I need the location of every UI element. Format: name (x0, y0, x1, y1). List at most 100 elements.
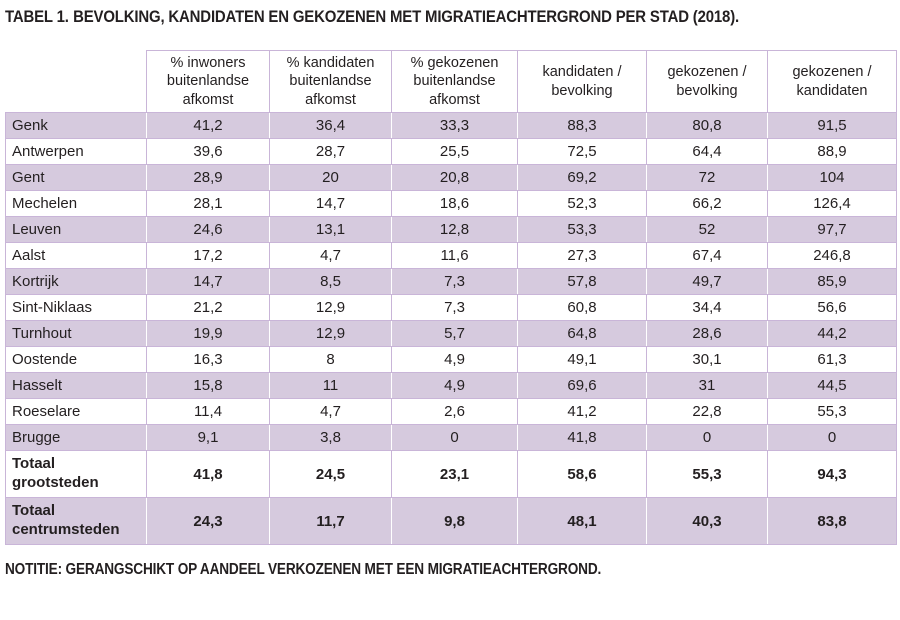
value-cell: 61,3 (767, 346, 897, 373)
value-cell: 2,6 (391, 398, 518, 425)
value-cell: 64,8 (517, 320, 647, 347)
table-row: Gent 28,9 20 20,8 69,2 72 104 (5, 164, 897, 191)
value-cell: 52 (646, 216, 768, 243)
table-row: Oostende 16,3 8 4,9 49,1 30,1 61,3 (5, 346, 897, 373)
value-cell: 104 (767, 164, 897, 191)
value-cell: 25,5 (391, 138, 518, 165)
document-page: TABEL 1. BEVOLKING, KANDIDATEN EN GEKOZEN… (5, 7, 897, 578)
total-row: Totaal grootsteden 41,8 24,5 23,1 58,6 55,3 94… (5, 450, 897, 498)
value-cell: 88,3 (517, 112, 647, 139)
value-cell: 20,8 (391, 164, 518, 191)
value-cell: 9,1 (146, 424, 270, 451)
value-cell: 11,4 (146, 398, 270, 425)
row-label: Antwerpen (5, 138, 147, 165)
value-cell: 72,5 (517, 138, 647, 165)
value-cell: 12,8 (391, 216, 518, 243)
table-row: Aalst 17,2 4,7 11,6 27,3 67,4 246,8 (5, 242, 897, 269)
row-label: Genk (5, 112, 147, 139)
value-cell: 24,3 (146, 497, 270, 545)
value-cell: 14,7 (146, 268, 270, 295)
value-cell: 44,2 (767, 320, 897, 347)
value-cell: 23,1 (391, 450, 518, 498)
row-label: Mechelen (5, 190, 147, 217)
value-cell: 14,7 (269, 190, 392, 217)
value-cell: 53,3 (517, 216, 647, 243)
value-cell: 17,2 (146, 242, 270, 269)
value-cell: 9,8 (391, 497, 518, 545)
value-cell: 40,3 (646, 497, 768, 545)
table-body: Genk 41,2 36,4 33,3 88,3 80,8 91,5 Antwerpen 39,… (5, 112, 897, 545)
value-cell: 8 (269, 346, 392, 373)
value-cell: 56,6 (767, 294, 897, 321)
value-cell: 27,3 (517, 242, 647, 269)
value-cell: 22,8 (646, 398, 768, 425)
value-cell: 60,8 (517, 294, 647, 321)
row-label: Sint-Niklaas (5, 294, 147, 321)
value-cell: 85,9 (767, 268, 897, 295)
value-cell: 21,2 (146, 294, 270, 321)
value-cell: 13,1 (269, 216, 392, 243)
value-cell: 7,3 (391, 294, 518, 321)
header-row: % inwoners buitenlandse afkomst % kandid… (5, 50, 897, 113)
value-cell: 58,6 (517, 450, 647, 498)
row-label: Brugge (5, 424, 147, 451)
value-cell: 12,9 (269, 294, 392, 321)
value-cell: 34,4 (646, 294, 768, 321)
value-cell: 69,2 (517, 164, 647, 191)
value-cell: 15,8 (146, 372, 270, 399)
table-title-text: BEVOLKING, KANDIDATEN EN GEKOZENEN MET M… (73, 7, 739, 26)
row-label: Hasselt (5, 372, 147, 399)
value-cell: 126,4 (767, 190, 897, 217)
value-cell: 246,8 (767, 242, 897, 269)
value-cell: 24,5 (269, 450, 392, 498)
value-cell: 12,9 (269, 320, 392, 347)
value-cell: 49,1 (517, 346, 647, 373)
value-cell: 4,7 (269, 242, 392, 269)
column-header-gekozenen-bevolking: gekozenen / bevolking (646, 50, 768, 113)
value-cell: 11 (269, 372, 392, 399)
value-cell: 41,2 (146, 112, 270, 139)
row-label: Totaal grootsteden (5, 450, 147, 498)
value-cell: 7,3 (391, 268, 518, 295)
value-cell: 19,9 (146, 320, 270, 347)
data-table: % inwoners buitenlandse afkomst % kandid… (5, 50, 897, 545)
value-cell: 31 (646, 372, 768, 399)
column-header-kandidaten-bevolking: kandidaten / bevolking (517, 50, 647, 113)
column-header-gekozenen-kandidaten: gekozenen / kandidaten (767, 50, 897, 113)
table-row: Brugge 9,1 3,8 0 41,8 0 0 (5, 424, 897, 451)
table-row: Kortrijk 14,7 8,5 7,3 57,8 49,7 85,9 (5, 268, 897, 295)
value-cell: 97,7 (767, 216, 897, 243)
table-row: Hasselt 15,8 11 4,9 69,6 31 44,5 (5, 372, 897, 399)
value-cell: 4,9 (391, 346, 518, 373)
row-label: Oostende (5, 346, 147, 373)
value-cell: 69,6 (517, 372, 647, 399)
value-cell: 18,6 (391, 190, 518, 217)
table-row: Leuven 24,6 13,1 12,8 53,3 52 97,7 (5, 216, 897, 243)
value-cell: 4,9 (391, 372, 518, 399)
table-row: Antwerpen 39,6 28,7 25,5 72,5 64,4 88,9 (5, 138, 897, 165)
value-cell: 20 (269, 164, 392, 191)
table-row: Mechelen 28,1 14,7 18,6 52,3 66,2 126,4 (5, 190, 897, 217)
value-cell: 52,3 (517, 190, 647, 217)
value-cell: 8,5 (269, 268, 392, 295)
table-number: TABEL 1. (5, 7, 69, 26)
value-cell: 41,2 (517, 398, 647, 425)
row-label: Turnhout (5, 320, 147, 347)
value-cell: 83,8 (767, 497, 897, 545)
value-cell: 48,1 (517, 497, 647, 545)
corner-cell (5, 50, 147, 113)
value-cell: 88,9 (767, 138, 897, 165)
table-row: Genk 41,2 36,4 33,3 88,3 80,8 91,5 (5, 112, 897, 139)
value-cell: 41,8 (517, 424, 647, 451)
value-cell: 0 (391, 424, 518, 451)
value-cell: 55,3 (767, 398, 897, 425)
total-row: Totaal centrumsteden 24,3 11,7 9,8 48,1 40,3 8… (5, 497, 897, 545)
table-row: Roeselare 11,4 4,7 2,6 41,2 22,8 55,3 (5, 398, 897, 425)
value-cell: 11,6 (391, 242, 518, 269)
value-cell: 11,7 (269, 497, 392, 545)
value-cell: 44,5 (767, 372, 897, 399)
value-cell: 28,9 (146, 164, 270, 191)
table-row: Sint-Niklaas 21,2 12,9 7,3 60,8 34,4 56,6 (5, 294, 897, 321)
value-cell: 49,7 (646, 268, 768, 295)
value-cell: 72 (646, 164, 768, 191)
